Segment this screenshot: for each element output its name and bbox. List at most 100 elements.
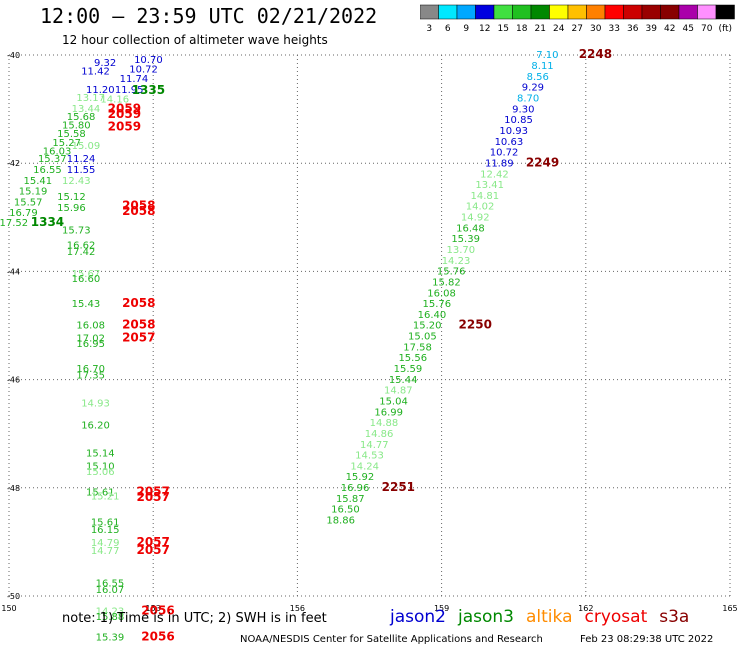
wave-height-point: 10.63 (495, 137, 524, 148)
wave-height-point: 15.27 (52, 138, 81, 149)
wave-height-point: 15.39 (96, 632, 125, 643)
pass-time-label: 2057 (136, 543, 169, 557)
wave-height-point: 14.23 (96, 606, 125, 617)
wave-height-point: 14.24 (350, 461, 379, 472)
scale-label: 12 (479, 24, 490, 34)
pass-time-label: 1335 (132, 83, 165, 97)
scale-label: 24 (553, 24, 565, 34)
wave-height-point: 8.56 (527, 72, 549, 83)
x-tick-label: 162 (578, 604, 593, 613)
wave-height-point: 15.56 (398, 353, 427, 364)
pass-time-label: 2248 (579, 47, 612, 61)
wave-height-point: 16.50 (331, 505, 360, 516)
wave-height-point: 15.61 (91, 518, 120, 529)
wave-height-point: 16.48 (456, 223, 485, 234)
wave-height-point: 15.88 (96, 612, 125, 623)
x-tick-label: 150 (1, 604, 16, 613)
wave-height-point: 15.20 (413, 321, 442, 332)
wave-height-point: 13.44 (72, 104, 101, 115)
wave-height-point: 16.55 (96, 578, 125, 589)
wave-height-point: 11.55 (67, 165, 96, 176)
wave-height-point: 15.39 (451, 234, 480, 245)
wave-height-point: 14.16 (100, 95, 129, 106)
wave-height-point: 14.93 (81, 399, 110, 410)
scale-label: 21 (535, 24, 546, 34)
wave-height-point: 18.86 (326, 516, 355, 527)
scale-label: 33 (609, 24, 620, 34)
wave-height-point: 15.58 (57, 129, 86, 140)
wave-height-point: 14.02 (466, 202, 495, 213)
wave-height-point: 16.08 (427, 288, 456, 299)
scale-label: 36 (627, 24, 639, 34)
x-tick-label: 156 (290, 604, 305, 613)
pass-time-label: 2057 (136, 490, 169, 504)
y-tick-label: -46 (7, 376, 20, 385)
wave-height-point: 17.42 (67, 247, 96, 258)
wave-height-point: 15.61 (86, 487, 115, 498)
wave-height-point: 9.29 (522, 83, 544, 94)
y-tick-label: -42 (7, 159, 20, 168)
scale-label: 70 (701, 24, 713, 34)
scale-label: 45 (683, 24, 694, 34)
chart-title: 12:00 — 23:59 UTC 02/21/2022 (40, 4, 378, 28)
wave-height-point: 15.41 (24, 176, 53, 187)
wave-height-point: 16.96 (341, 483, 370, 494)
pass-time-label: 1334 (31, 215, 64, 229)
wave-height-point: 16.79 (9, 208, 38, 219)
wave-height-point: 17.52 (0, 218, 28, 229)
wave-height-point: 14.77 (91, 546, 120, 557)
pass-time-label: 2250 (459, 318, 492, 332)
pass-time-label: 2057 (136, 535, 169, 549)
satellite-legend: jason2 jason3 altika cryosat s3a (390, 607, 701, 627)
wave-height-point: 9.32 (94, 58, 116, 69)
wave-height-point: 15.21 (91, 492, 120, 503)
pass-time-label: 2059 (108, 101, 141, 115)
x-tick-label: 153 (146, 604, 161, 613)
wave-height-point: 15.76 (437, 267, 466, 278)
wave-height-point: 16.99 (374, 407, 403, 418)
wave-height-point: 16.55 (33, 165, 62, 176)
pass-time-label: 2251 (382, 480, 415, 494)
wave-height-point: 15.04 (379, 396, 408, 407)
pass-time-label: 2249 (526, 155, 559, 169)
y-tick-label: -44 (7, 267, 20, 276)
wave-height-point: 8.11 (531, 61, 553, 72)
legend-item-altika: altika (526, 607, 573, 627)
scale-label: (ft) (718, 24, 732, 34)
pass-time-label: 2058 (122, 318, 155, 332)
wave-height-point: 15.73 (62, 226, 91, 237)
y-tick-label: -48 (7, 484, 20, 493)
wave-height-point: 15.43 (72, 299, 101, 310)
scale-label: 42 (664, 24, 675, 34)
pass-time-label: 2058 (122, 296, 155, 310)
wave-height-point: 15.14 (86, 448, 115, 459)
x-tick-label: 165 (722, 604, 737, 613)
chart-note: note: 1) Time is in UTC; 2) SWH is in fe… (62, 611, 327, 626)
color-scale-legend: 3 6 9 12 15 18 21 24 27 30 33 36 39 42 45 70 (ft) (420, 4, 735, 34)
y-tick-label: -50 (7, 592, 20, 601)
scale-label: 3 (426, 24, 432, 34)
wave-height-point: 11.74 (120, 74, 149, 85)
wave-height-point: 16.03 (43, 147, 72, 158)
legend-item-jason2: jason2 (390, 607, 446, 627)
wave-height-point: 14.81 (471, 191, 500, 202)
wave-height-point: 10.93 (499, 126, 528, 137)
wave-height-point: 9.30 (512, 104, 534, 115)
wave-height-point: 16.20 (81, 420, 110, 431)
wave-height-point: 15.87 (336, 494, 365, 505)
wave-height-point: 11.24 (67, 154, 96, 165)
pass-time-label: 2056 (141, 603, 174, 617)
wave-height-point: 13.17 (76, 93, 105, 104)
wave-height-point: 16.70 (76, 364, 105, 375)
wave-height-point: 16.60 (72, 274, 101, 285)
wave-height-point: 16.07 (96, 585, 125, 596)
wave-height-point: 14.92 (461, 213, 490, 224)
wave-height-point: 14.87 (384, 386, 413, 397)
pass-time-label: 2057 (136, 484, 169, 498)
wave-height-point: 11.95 (115, 85, 144, 96)
wave-height-point: 15.96 (57, 203, 86, 214)
wave-height-point: 12.42 (480, 169, 509, 180)
scale-label: 18 (516, 24, 528, 34)
wave-height-point: 16.62 (67, 241, 96, 252)
